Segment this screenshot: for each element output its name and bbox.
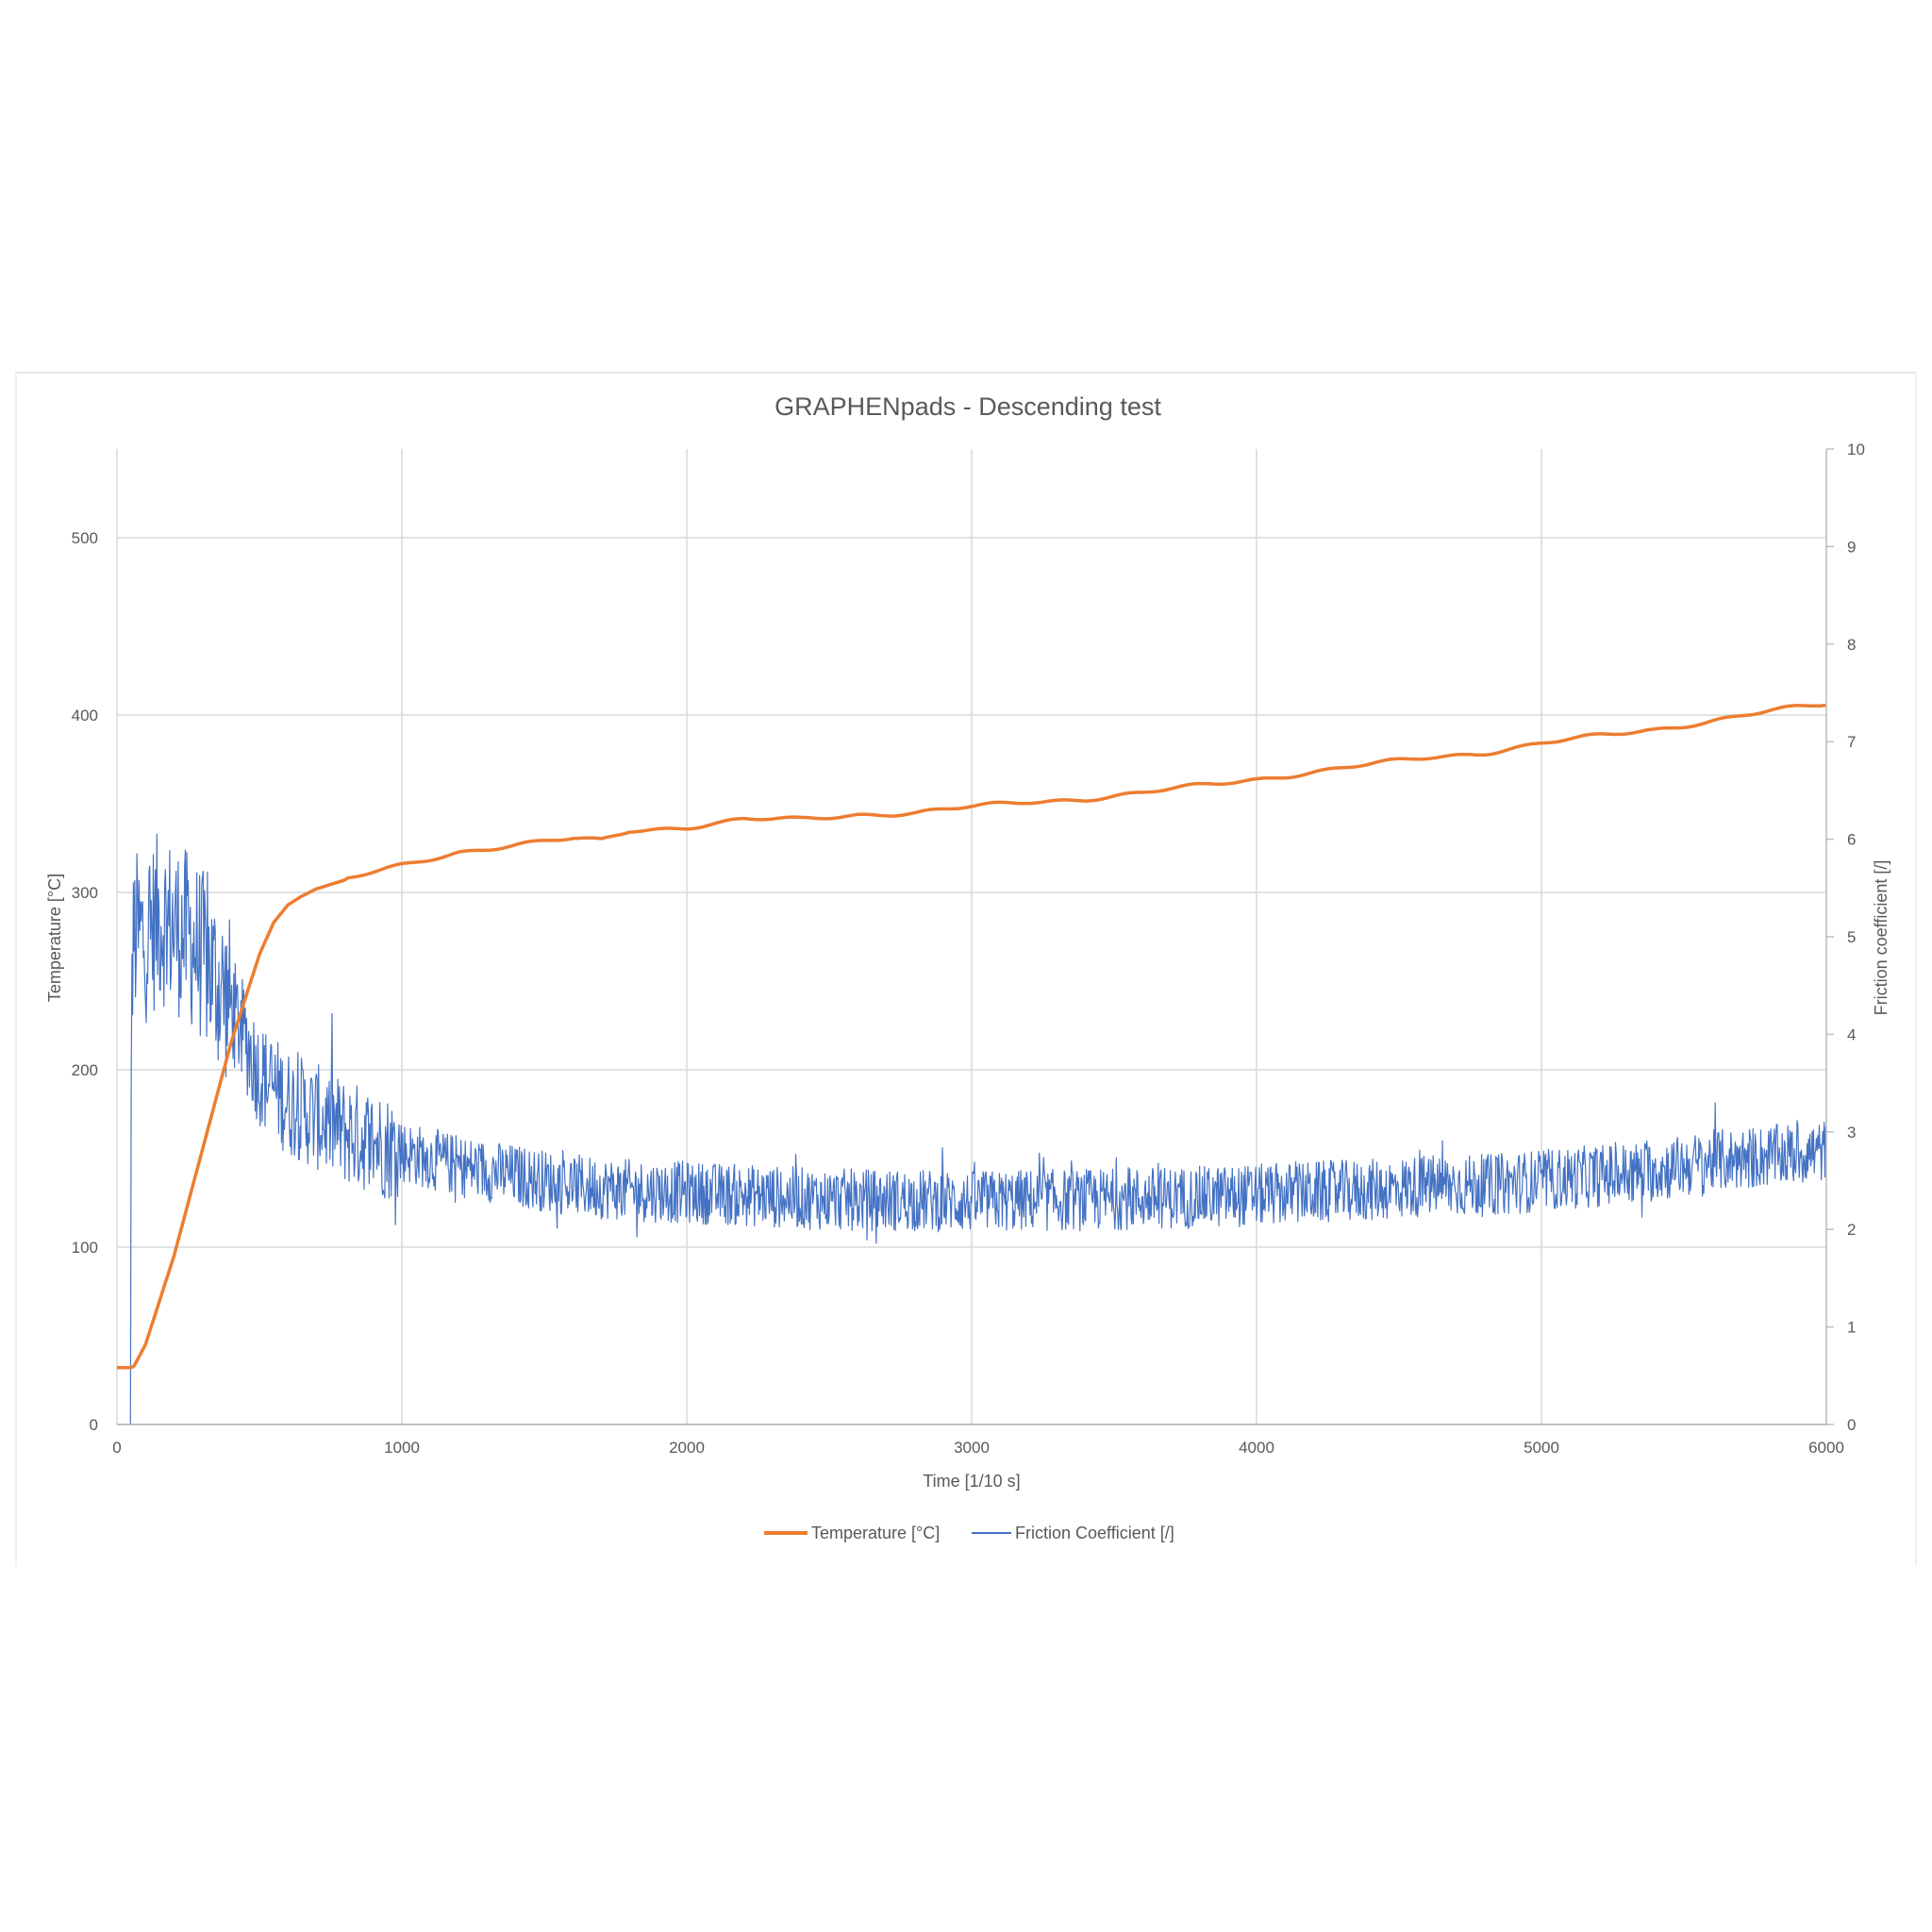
y2-tick-label: 1 (1847, 1319, 1856, 1337)
y-tick-label: 100 (72, 1239, 98, 1257)
y2-tick-label: 5 (1847, 928, 1856, 946)
x-axis-title: Time [1/10 s] (923, 1472, 1020, 1491)
y2-tick-label: 9 (1847, 538, 1856, 556)
y2-tick-label: 4 (1847, 1025, 1856, 1043)
x-tick-label: 0 (112, 1439, 121, 1457)
y-tick-label: 0 (90, 1416, 98, 1434)
legend-label-friction: Friction Coefficient [/] (1015, 1524, 1174, 1542)
chart-frame (15, 372, 1917, 1566)
y2-tick-label: 7 (1847, 733, 1856, 751)
y-tick-label: 500 (72, 529, 98, 547)
x-tick-label: 1000 (384, 1439, 420, 1457)
grid (116, 449, 1827, 1424)
y2-tick-label: 0 (1847, 1416, 1856, 1434)
y2-axis-title: Friction coefficient [/] (1872, 860, 1890, 1016)
y-tick-label: 400 (72, 707, 98, 724)
y2-tick-label: 3 (1847, 1124, 1856, 1141)
y2-tick-label: 10 (1847, 441, 1865, 458)
legend-label-temperature: Temperature [°C] (811, 1524, 940, 1542)
y2-tick-label: 2 (1847, 1221, 1856, 1239)
y2-tick-label: 8 (1847, 636, 1856, 654)
friction-coefficient-line (117, 833, 1827, 1425)
x-tick-label: 6000 (1808, 1439, 1844, 1457)
x-tick-label: 3000 (954, 1439, 990, 1457)
y2-tick-label: 6 (1847, 831, 1856, 849)
y-tick-label: 200 (72, 1061, 98, 1079)
y-axis-title: Temperature [°C] (45, 874, 64, 1002)
temperature-line (117, 703, 1827, 1370)
chart-title: GRAPHENpads - Descending test (774, 392, 1161, 421)
legend: Temperature [°C] Friction Coefficient [/… (764, 1524, 1174, 1542)
x-tick-label: 2000 (669, 1439, 705, 1457)
plot-area (117, 703, 1827, 1425)
x-tick-label: 5000 (1524, 1439, 1559, 1457)
x-tick-label: 4000 (1239, 1439, 1274, 1457)
y-tick-label: 300 (72, 884, 98, 902)
